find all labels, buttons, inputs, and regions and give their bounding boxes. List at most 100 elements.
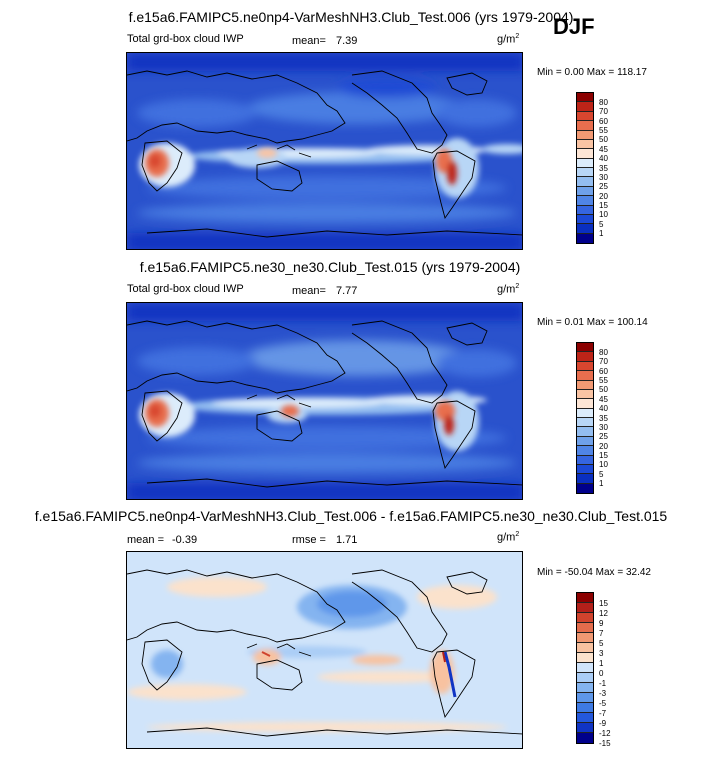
colorbar-segment — [577, 633, 593, 643]
colorbar-segment — [577, 102, 593, 112]
map-test — [126, 52, 523, 250]
colorbar-tick-label: 35 — [599, 163, 608, 173]
map-diff-svg — [127, 552, 522, 748]
units-label-test: g/m2 — [497, 33, 520, 46]
colorbar-tick-label: 20 — [599, 441, 608, 451]
colorbar-segment — [577, 380, 593, 390]
colorbar-tick-label: 50 — [599, 385, 608, 395]
colorbar-segment — [577, 683, 593, 693]
colorbar-tick-label: 5 — [599, 219, 604, 229]
panel-title-test: f.e15a6.FAMIPC5.ne0np4-VarMeshNH3.Club_T… — [128, 9, 574, 25]
colorbar-segment — [577, 196, 593, 206]
colorbar-tick-label: 30 — [599, 422, 608, 432]
colorbar-tick-label: 10 — [599, 210, 608, 220]
colorbar-tick-label: 25 — [599, 182, 608, 192]
colorbar-tick-label: -7 — [599, 708, 607, 718]
colorbar-segment — [577, 93, 593, 103]
colorbar-tick-label: 15 — [599, 451, 608, 460]
minmax-diff: Min = -50.04 Max = 32.42 — [537, 567, 651, 578]
colorbar-tick-label: -12 — [599, 728, 611, 738]
colorbar-tick-label: 40 — [599, 154, 608, 164]
colorbar-control — [576, 342, 594, 494]
colorbar-tick-label: 20 — [599, 191, 608, 201]
colorbar-segment — [577, 139, 593, 150]
colorbar-segment — [577, 593, 593, 603]
map-control — [126, 302, 523, 500]
colorbar-tick-label: 1 — [599, 479, 604, 489]
colorbar-segment — [577, 643, 593, 653]
mean-value-control: 7.77 — [336, 285, 358, 297]
colorbar-tick-label: 25 — [599, 432, 608, 442]
colorbar-segment — [577, 389, 593, 400]
variable-label-test: Total grd-box cloud IWP — [127, 33, 244, 45]
colorbar-tick-label: 55 — [599, 376, 608, 385]
colorbar-segment — [577, 436, 593, 447]
colorbar-segment — [577, 603, 593, 613]
colorbar-segment — [577, 205, 593, 215]
colorbar-tick-label: -5 — [599, 698, 607, 708]
colorbar-segment — [577, 399, 593, 409]
colorbar-tick-label: 5 — [599, 638, 604, 648]
colorbar-tick-label: 7 — [599, 628, 604, 638]
colorbar-segment — [577, 224, 593, 234]
colorbar-tick-label: 80 — [599, 347, 608, 357]
colorbar-segment — [577, 427, 593, 437]
colorbar-segment — [577, 352, 593, 362]
colorbar-segment — [577, 623, 593, 633]
minmax-control: Min = 0.01 Max = 100.14 — [537, 317, 648, 328]
colorbar-segment — [577, 673, 593, 683]
colorbar-segment — [577, 214, 593, 225]
colorbar-tick-label: 3 — [599, 648, 604, 658]
colorbar-segment — [577, 713, 593, 723]
colorbar-segment — [577, 343, 593, 353]
colorbar-segment — [577, 663, 593, 673]
map-test-svg — [127, 53, 522, 249]
panel-title-control: f.e15a6.FAMIPC5.ne30_ne30.Club_Test.015 … — [139, 259, 521, 275]
minmax-test: Min = 0.00 Max = 118.17 — [537, 67, 647, 78]
colorbar-segment — [577, 723, 593, 733]
variable-label-control: Total grd-box cloud IWP — [127, 283, 244, 295]
colorbar-segment — [577, 653, 593, 663]
units-label-control: g/m2 — [497, 283, 520, 296]
colorbar-tick-label: 45 — [599, 394, 608, 404]
mean-label-diff: mean = — [127, 534, 164, 546]
mean-label-test: mean= — [292, 35, 326, 47]
colorbar-tick-label: 0 — [599, 668, 604, 678]
colorbar-diff — [576, 592, 594, 744]
colorbar-tick-label: -9 — [599, 718, 607, 728]
colorbar-tick-label: 9 — [599, 618, 604, 628]
colorbar-tick-label: 12 — [599, 608, 608, 618]
colorbar-tick-label: 60 — [599, 116, 608, 126]
colorbar-segment — [577, 121, 593, 131]
colorbar-tick-label: 40 — [599, 404, 608, 414]
map-diff — [126, 551, 523, 749]
colorbar-segment — [577, 446, 593, 456]
colorbar-segment — [577, 408, 593, 418]
colorbar-segment — [577, 474, 593, 484]
colorbar-segment — [577, 371, 593, 381]
colorbar-segment — [577, 177, 593, 187]
colorbar-segment — [577, 455, 593, 465]
colorbar-tick-label: 5 — [599, 469, 604, 479]
colorbar-segment — [577, 233, 593, 243]
colorbar-segment — [577, 693, 593, 703]
colorbar-segment — [577, 418, 593, 428]
season-label: DJF — [553, 14, 595, 39]
colorbar-tick-label: 10 — [599, 460, 608, 470]
colorbar-tick-label: -3 — [599, 688, 607, 698]
rmse-value-diff: 1.71 — [336, 534, 358, 546]
colorbar-tick-label: 80 — [599, 97, 608, 107]
colorbar-tick-label: -1 — [599, 678, 607, 688]
colorbar-tick-label: 60 — [599, 366, 608, 376]
colorbar-tick-label: 45 — [599, 144, 608, 154]
colorbar-tick-label: 15 — [599, 201, 608, 210]
colorbar-segment — [577, 186, 593, 197]
colorbar-tick-label: 50 — [599, 135, 608, 145]
colorbar-segment — [577, 703, 593, 713]
colorbar-tick-label: 55 — [599, 126, 608, 135]
colorbar-tick-label: 1 — [599, 658, 604, 668]
colorbar-segment — [577, 168, 593, 178]
colorbar-tick-label: 15 — [599, 598, 608, 608]
mean-label-control: mean= — [292, 285, 326, 297]
colorbar-segment — [577, 483, 593, 493]
